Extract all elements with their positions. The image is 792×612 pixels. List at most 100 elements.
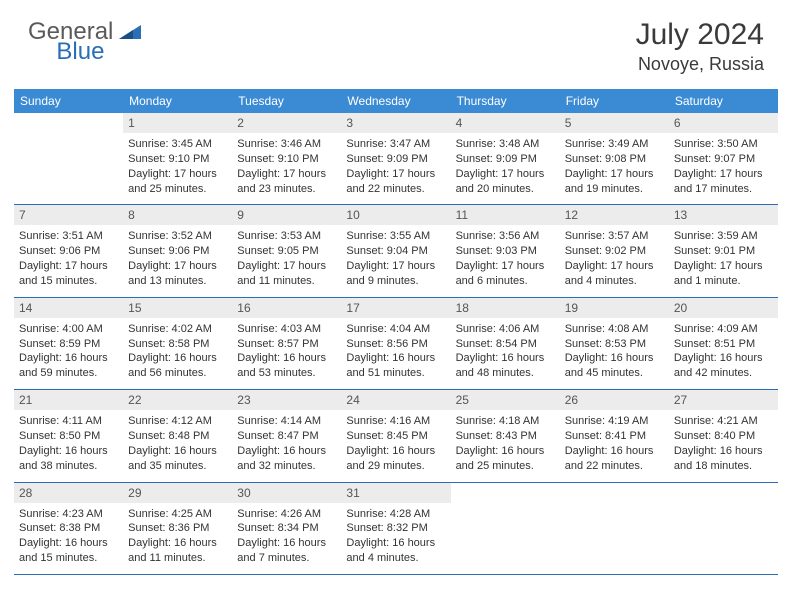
sunrise-line: Sunrise: 4:16 AM xyxy=(346,414,445,429)
day-cell: 27Sunrise: 4:21 AMSunset: 8:40 PMDayligh… xyxy=(669,390,778,481)
daylight-line: Daylight: 16 hours xyxy=(565,351,664,366)
month-year: July 2024 xyxy=(636,18,764,52)
daylight-line: Daylight: 17 hours xyxy=(237,167,336,182)
sunset-line: Sunset: 9:06 PM xyxy=(128,244,227,259)
sunset-line: Sunset: 8:32 PM xyxy=(346,521,445,536)
day-number: 31 xyxy=(341,483,450,503)
day-cell: 30Sunrise: 4:26 AMSunset: 8:34 PMDayligh… xyxy=(232,483,341,574)
day-cell: 12Sunrise: 3:57 AMSunset: 9:02 PMDayligh… xyxy=(560,205,669,296)
daylight-line: and 4 minutes. xyxy=(565,274,664,289)
sunset-line: Sunset: 8:59 PM xyxy=(19,337,118,352)
sunrise-line: Sunrise: 4:28 AM xyxy=(346,507,445,522)
sunset-line: Sunset: 8:40 PM xyxy=(674,429,773,444)
daylight-line: Daylight: 16 hours xyxy=(19,351,118,366)
day-number: 15 xyxy=(123,298,232,318)
day-header: Wednesday xyxy=(341,89,450,113)
day-number: 17 xyxy=(341,298,450,318)
day-cell: 11Sunrise: 3:56 AMSunset: 9:03 PMDayligh… xyxy=(451,205,560,296)
daylight-line: and 13 minutes. xyxy=(128,274,227,289)
daylight-line: Daylight: 16 hours xyxy=(128,444,227,459)
sunset-line: Sunset: 8:36 PM xyxy=(128,521,227,536)
sunrise-line: Sunrise: 4:12 AM xyxy=(128,414,227,429)
sunset-line: Sunset: 9:10 PM xyxy=(237,152,336,167)
sunrise-line: Sunrise: 3:49 AM xyxy=(565,137,664,152)
day-number: 20 xyxy=(669,298,778,318)
brand-logo: General Blue xyxy=(28,18,194,46)
sunrise-line: Sunrise: 3:57 AM xyxy=(565,229,664,244)
sunset-line: Sunset: 8:43 PM xyxy=(456,429,555,444)
sunset-line: Sunset: 9:01 PM xyxy=(674,244,773,259)
day-cell: 22 Sunrise: 4:12 AMSunset: 8:48 PMDayligh… xyxy=(123,390,232,481)
daylight-line: and 17 minutes. xyxy=(674,182,773,197)
day-number: 4 xyxy=(451,113,560,133)
daylight-line: and 19 minutes. xyxy=(565,182,664,197)
day-number: 29 xyxy=(123,483,232,503)
daylight-line: and 9 minutes. xyxy=(346,274,445,289)
day-cell: 24Sunrise: 4:16 AMSunset: 8:45 PMDayligh… xyxy=(341,390,450,481)
sunset-line: Sunset: 8:51 PM xyxy=(674,337,773,352)
daylight-line: Daylight: 16 hours xyxy=(128,351,227,366)
day-number: 25 xyxy=(451,390,560,410)
day-number: 9 xyxy=(232,205,341,225)
sunset-line: Sunset: 8:56 PM xyxy=(346,337,445,352)
day-cell: 7Sunrise: 3:51 AMSunset: 9:06 PMDaylight… xyxy=(14,205,123,296)
sunset-line: Sunset: 9:08 PM xyxy=(565,152,664,167)
daylight-line: and 51 minutes. xyxy=(346,366,445,381)
daylight-line: Daylight: 16 hours xyxy=(237,536,336,551)
daylight-line: Daylight: 16 hours xyxy=(237,444,336,459)
day-cell: 28Sunrise: 4:23 AMSunset: 8:38 PMDayligh… xyxy=(14,483,123,574)
day-number: 16 xyxy=(232,298,341,318)
sunset-line: Sunset: 8:38 PM xyxy=(19,521,118,536)
sunrise-line: Sunrise: 3:46 AM xyxy=(237,137,336,152)
daylight-line: and 59 minutes. xyxy=(19,366,118,381)
daylight-line: Daylight: 17 hours xyxy=(456,167,555,182)
daylight-line: Daylight: 16 hours xyxy=(456,351,555,366)
day-number: 6 xyxy=(669,113,778,133)
daylight-line: Daylight: 16 hours xyxy=(346,536,445,551)
day-number: 10 xyxy=(341,205,450,225)
sunrise-line: Sunrise: 4:04 AM xyxy=(346,322,445,337)
daylight-line: Daylight: 17 hours xyxy=(565,167,664,182)
sunset-line: Sunset: 8:50 PM xyxy=(19,429,118,444)
day-cell: 10Sunrise: 3:55 AMSunset: 9:04 PMDayligh… xyxy=(341,205,450,296)
daylight-line: and 25 minutes. xyxy=(456,459,555,474)
sunset-line: Sunset: 9:03 PM xyxy=(456,244,555,259)
day-number: 5 xyxy=(560,113,669,133)
day-cell: 21Sunrise: 4:11 AMSunset: 8:50 PMDayligh… xyxy=(14,390,123,481)
day-cell xyxy=(560,483,669,574)
day-cell: 2Sunrise: 3:46 AMSunset: 9:10 PMDaylight… xyxy=(232,113,341,204)
day-header: Monday xyxy=(123,89,232,113)
day-number: 28 xyxy=(14,483,123,503)
week-row: 21Sunrise: 4:11 AMSunset: 8:50 PMDayligh… xyxy=(14,390,778,482)
daylight-line: Daylight: 16 hours xyxy=(674,444,773,459)
daylight-line: and 6 minutes. xyxy=(456,274,555,289)
daylight-line: and 20 minutes. xyxy=(456,182,555,197)
daylight-line: Daylight: 17 hours xyxy=(346,167,445,182)
daylight-line: and 18 minutes. xyxy=(674,459,773,474)
daylight-line: Daylight: 17 hours xyxy=(237,259,336,274)
day-header-row: SundayMondayTuesdayWednesdayThursdayFrid… xyxy=(14,89,778,113)
daylight-line: and 35 minutes. xyxy=(128,459,227,474)
calendar: SundayMondayTuesdayWednesdayThursdayFrid… xyxy=(14,89,778,575)
day-cell xyxy=(669,483,778,574)
sunrise-line: Sunrise: 3:50 AM xyxy=(674,137,773,152)
day-number: 26 xyxy=(560,390,669,410)
day-number: 24 xyxy=(341,390,450,410)
week-row: 1Sunrise: 3:45 AMSunset: 9:10 PMDaylight… xyxy=(14,113,778,205)
daylight-line: and 7 minutes. xyxy=(237,551,336,566)
day-cell: 29Sunrise: 4:25 AMSunset: 8:36 PMDayligh… xyxy=(123,483,232,574)
sunrise-line: Sunrise: 3:55 AM xyxy=(346,229,445,244)
sunset-line: Sunset: 8:48 PM xyxy=(128,429,227,444)
daylight-line: Daylight: 16 hours xyxy=(19,444,118,459)
daylight-line: Daylight: 17 hours xyxy=(456,259,555,274)
day-cell: 18Sunrise: 4:06 AMSunset: 8:54 PMDayligh… xyxy=(451,298,560,389)
week-row: 14Sunrise: 4:00 AMSunset: 8:59 PMDayligh… xyxy=(14,298,778,390)
daylight-line: Daylight: 16 hours xyxy=(19,536,118,551)
day-number: 22 xyxy=(123,390,232,410)
daylight-line: and 29 minutes. xyxy=(346,459,445,474)
day-cell xyxy=(14,113,123,204)
sunrise-line: Sunrise: 3:56 AM xyxy=(456,229,555,244)
sunrise-line: Sunrise: 3:53 AM xyxy=(237,229,336,244)
page-header: General Blue July 2024 Novoye, Russia xyxy=(0,0,792,83)
daylight-line: and 4 minutes. xyxy=(346,551,445,566)
